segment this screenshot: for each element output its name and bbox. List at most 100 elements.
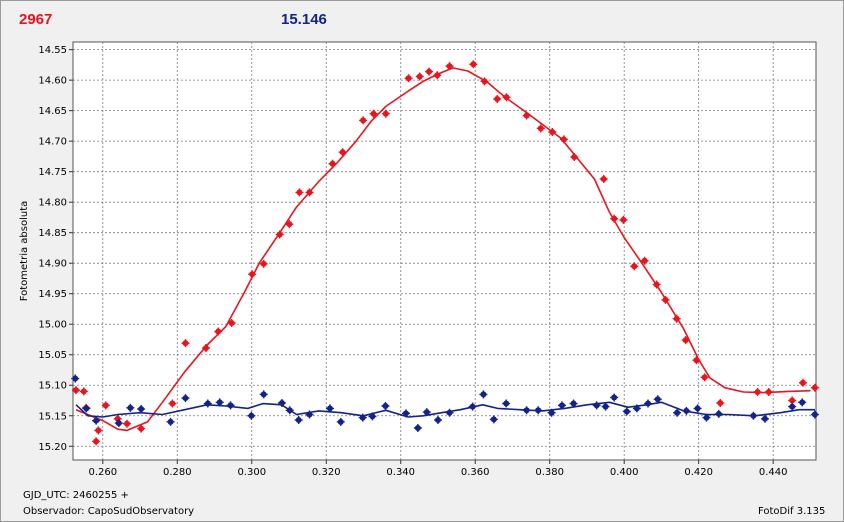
x-tick-label: 0.340: [386, 467, 415, 478]
data-point-cross: [610, 214, 619, 223]
data-point-cross: [652, 280, 661, 289]
data-point-cross: [601, 402, 610, 411]
data-point-cross: [693, 404, 702, 413]
data-point-cross: [522, 111, 531, 120]
data-point-cross: [415, 72, 424, 81]
data-point-cross: [433, 416, 442, 425]
y-tick-label: 14.70: [38, 137, 67, 148]
data-point-cross: [798, 378, 807, 387]
y-tick-label: 14.55: [38, 45, 67, 56]
y-tick-label: 15.10: [38, 381, 67, 392]
data-point-cross: [480, 77, 489, 86]
x-tick-label: 0.320: [312, 467, 341, 478]
data-point-cross: [619, 215, 628, 224]
data-point-cross: [592, 401, 601, 410]
x-tick-label: 0.440: [759, 467, 788, 478]
data-point-cross: [661, 295, 670, 304]
data-point-cross: [714, 409, 723, 418]
data-point-cross: [672, 314, 681, 323]
data-point-cross: [468, 402, 477, 411]
y-tick-label: 15.05: [38, 350, 67, 361]
x-tick-label: 0.300: [237, 467, 266, 478]
data-point-cross: [215, 398, 224, 407]
x-axis-ticks: 0.260 0.280 0.300 0.320 0.340 0.360 0.380 0.400…: [88, 460, 787, 478]
data-point-cross: [558, 401, 567, 410]
data-point-cross: [445, 408, 454, 417]
data-series: [71, 60, 819, 446]
data-point-cross: [137, 424, 146, 433]
y-tick-label: 14.75: [38, 167, 67, 178]
data-point-cross: [644, 399, 653, 408]
data-point-cross: [536, 124, 545, 133]
data-point-cross: [259, 390, 268, 399]
data-point-cross: [489, 415, 498, 424]
data-point-cross: [79, 387, 88, 396]
data-point-cross: [630, 262, 639, 271]
data-point-cross: [692, 356, 701, 365]
data-point-cross: [502, 93, 511, 102]
observer-label: Observador: CapoSudObservatory: [23, 506, 195, 517]
y-tick-label: 14.60: [38, 76, 67, 87]
data-point-cross: [368, 412, 377, 421]
data-point-cross: [82, 404, 91, 413]
data-point-cross: [123, 419, 132, 428]
data-point-cross: [502, 399, 511, 408]
data-point-cross: [101, 401, 110, 410]
data-point-cross: [640, 256, 649, 265]
data-point-cross: [137, 405, 146, 414]
y-tick-label: 14.85: [38, 228, 67, 239]
data-point-cross: [71, 374, 80, 383]
data-point-cross: [433, 71, 442, 80]
data-point-cross: [559, 135, 568, 144]
data-point-cross: [94, 426, 103, 435]
data-point-cross: [338, 148, 347, 157]
data-point-cross: [381, 109, 390, 118]
data-point-cross: [285, 220, 294, 229]
data-point-cross: [534, 406, 543, 415]
data-point-cross: [569, 399, 578, 408]
x-tick-label: 0.260: [88, 467, 117, 478]
data-point-cross: [328, 159, 337, 168]
y-tick-label: 14.80: [38, 198, 67, 209]
data-point-cross: [479, 390, 488, 399]
x-tick-label: 0.400: [610, 467, 639, 478]
data-point-cross: [749, 411, 758, 420]
data-point-cross: [469, 60, 478, 69]
data-point-cross: [599, 174, 608, 183]
x-tick-label: 0.420: [684, 467, 713, 478]
x-tick-label: 0.280: [163, 467, 192, 478]
blue-fit-line: [75, 401, 815, 418]
data-point-cross: [716, 398, 725, 407]
grid-lines: [73, 42, 816, 460]
data-point-cross: [92, 416, 101, 425]
plot-area: [72, 41, 817, 461]
data-point-cross: [336, 417, 345, 426]
data-point-cross: [275, 230, 284, 239]
data-point-cross: [247, 411, 256, 420]
data-point-cross: [277, 398, 286, 407]
y-axis-label: Fotometria absoluta: [19, 201, 30, 302]
data-point-cross: [547, 408, 556, 417]
data-point-cross: [425, 67, 434, 76]
data-point-cross: [369, 109, 378, 118]
data-point-cross: [653, 395, 662, 404]
data-point-cross: [445, 62, 454, 71]
data-point-cross: [359, 116, 368, 125]
data-point-cross: [702, 413, 711, 422]
data-point-cross: [71, 386, 80, 395]
primary-magnitude-value: 2967: [19, 11, 53, 28]
data-point-cross: [381, 401, 390, 410]
y-axis-ticks: 14.55 14.60 14.65 14.70 14.75 14.80 14.85 14.90…: [38, 45, 73, 453]
y-tick-label: 14.65: [38, 106, 67, 117]
data-point-cross: [673, 408, 682, 417]
data-point-cross: [126, 403, 135, 412]
data-point-cross: [682, 406, 691, 415]
data-point-cross: [226, 401, 235, 410]
data-point-cross: [181, 394, 190, 403]
data-point-cross: [259, 259, 268, 268]
data-point-cross: [201, 344, 210, 353]
x-tick-label: 0.380: [535, 467, 564, 478]
data-point-cross: [610, 393, 619, 402]
data-point-cross: [810, 383, 819, 392]
